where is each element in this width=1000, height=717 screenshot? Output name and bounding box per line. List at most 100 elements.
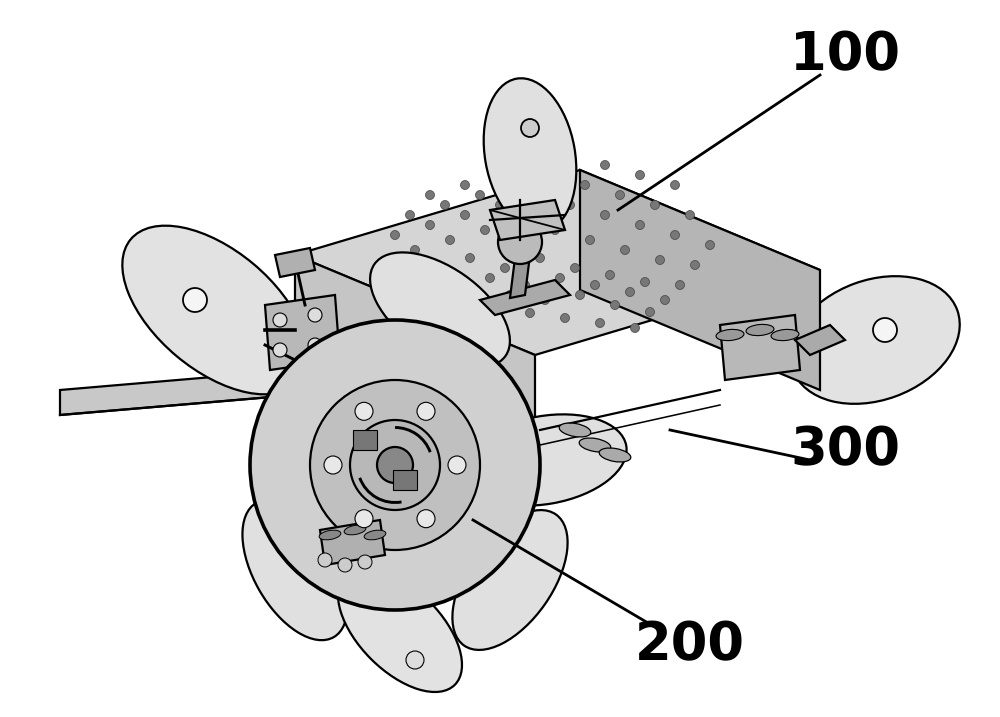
Circle shape (520, 280, 530, 290)
Circle shape (450, 280, 460, 290)
Circle shape (406, 651, 424, 669)
Circle shape (417, 510, 435, 528)
Circle shape (460, 181, 470, 189)
Circle shape (646, 308, 654, 316)
Polygon shape (490, 200, 565, 240)
Circle shape (596, 318, 604, 328)
Circle shape (521, 119, 539, 137)
Circle shape (417, 402, 435, 420)
Circle shape (636, 171, 644, 179)
Ellipse shape (338, 568, 462, 692)
Circle shape (590, 280, 600, 290)
Circle shape (511, 181, 520, 189)
Circle shape (324, 456, 342, 474)
Circle shape (873, 318, 897, 342)
Circle shape (460, 211, 470, 219)
Circle shape (310, 380, 480, 550)
Circle shape (486, 273, 494, 282)
Polygon shape (580, 170, 820, 390)
Circle shape (308, 308, 322, 322)
Circle shape (355, 402, 373, 420)
Circle shape (586, 235, 594, 244)
Circle shape (466, 254, 475, 262)
Ellipse shape (716, 329, 744, 341)
Circle shape (580, 181, 590, 189)
Text: 200: 200 (635, 619, 745, 671)
Polygon shape (265, 295, 340, 370)
Circle shape (570, 264, 580, 272)
Circle shape (350, 420, 440, 510)
Ellipse shape (122, 226, 308, 394)
Circle shape (377, 447, 413, 483)
Polygon shape (795, 325, 845, 355)
Circle shape (566, 171, 574, 179)
Circle shape (600, 211, 610, 219)
Circle shape (686, 211, 694, 219)
Circle shape (636, 221, 644, 229)
Polygon shape (393, 470, 417, 490)
Circle shape (616, 191, 624, 199)
Circle shape (430, 264, 440, 272)
Circle shape (640, 277, 650, 287)
Ellipse shape (771, 329, 799, 341)
Circle shape (526, 308, 534, 318)
Polygon shape (480, 280, 570, 315)
Polygon shape (720, 315, 800, 380)
Ellipse shape (599, 448, 631, 462)
Text: 300: 300 (790, 424, 900, 476)
Circle shape (506, 290, 514, 300)
Circle shape (540, 295, 550, 305)
Polygon shape (320, 520, 385, 565)
Circle shape (490, 313, 500, 323)
Circle shape (250, 320, 540, 610)
Circle shape (476, 191, 484, 199)
Circle shape (390, 230, 400, 239)
Circle shape (273, 313, 287, 327)
Circle shape (480, 226, 490, 234)
Circle shape (560, 313, 570, 323)
Circle shape (406, 211, 415, 219)
Ellipse shape (579, 438, 611, 452)
Circle shape (550, 226, 560, 234)
Circle shape (273, 343, 287, 357)
Circle shape (530, 211, 540, 219)
Circle shape (358, 555, 372, 569)
Polygon shape (295, 255, 535, 475)
Polygon shape (60, 370, 295, 415)
Circle shape (660, 295, 670, 305)
Circle shape (440, 201, 450, 209)
Circle shape (355, 510, 373, 528)
Circle shape (546, 191, 554, 199)
Circle shape (471, 295, 480, 305)
Circle shape (606, 270, 614, 280)
Circle shape (670, 230, 680, 239)
Circle shape (338, 558, 352, 572)
Circle shape (496, 171, 505, 179)
Circle shape (426, 191, 434, 199)
Ellipse shape (370, 252, 510, 368)
Circle shape (706, 240, 714, 250)
Ellipse shape (463, 414, 627, 505)
Ellipse shape (559, 423, 591, 437)
Circle shape (318, 553, 332, 567)
Circle shape (426, 221, 434, 229)
Circle shape (600, 161, 610, 169)
Circle shape (566, 201, 574, 209)
Polygon shape (353, 430, 377, 450)
Circle shape (501, 264, 510, 272)
Ellipse shape (452, 510, 568, 650)
Circle shape (576, 290, 584, 300)
Circle shape (670, 181, 680, 189)
Polygon shape (293, 345, 340, 375)
Circle shape (610, 300, 620, 310)
Circle shape (631, 323, 640, 333)
Circle shape (556, 273, 564, 282)
Ellipse shape (484, 78, 576, 232)
Circle shape (411, 245, 420, 255)
Circle shape (496, 201, 505, 209)
Circle shape (536, 254, 544, 262)
Ellipse shape (364, 530, 386, 540)
Circle shape (690, 260, 700, 270)
Circle shape (516, 235, 524, 244)
Ellipse shape (746, 324, 774, 336)
